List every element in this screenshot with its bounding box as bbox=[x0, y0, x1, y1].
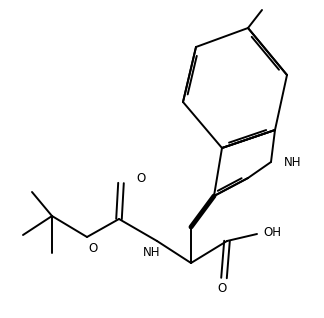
Text: O: O bbox=[136, 172, 145, 185]
Text: O: O bbox=[88, 241, 98, 254]
Text: NH: NH bbox=[143, 246, 161, 259]
Text: NH: NH bbox=[284, 156, 302, 169]
Text: OH: OH bbox=[263, 225, 281, 238]
Text: O: O bbox=[217, 281, 226, 294]
